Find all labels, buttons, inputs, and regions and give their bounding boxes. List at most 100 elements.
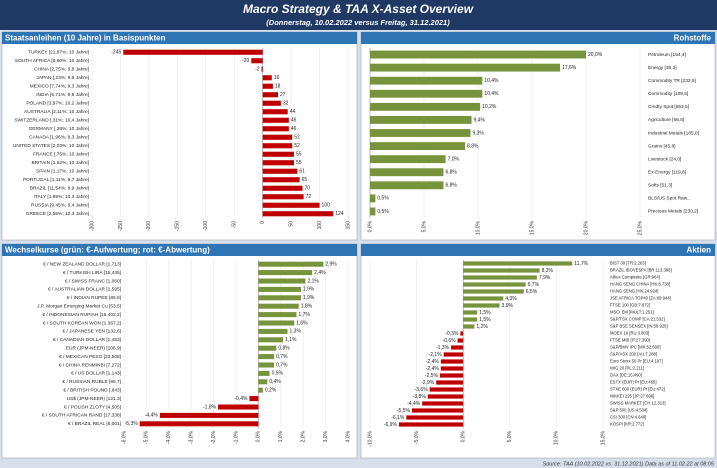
bar	[398, 422, 464, 427]
value-label: 1,6%	[296, 320, 308, 326]
category-label: INDIA [6,71%; 9,9 Jahre]	[36, 92, 89, 98]
footer: Source: TAA (10.02.2022 vs. 31.12.2021) …	[543, 461, 715, 467]
value-label: -1,8%	[203, 404, 217, 410]
value-label: -6,1%	[391, 415, 405, 421]
category-label: AUSTRALIA [2,11%; 10 Jahre]	[24, 109, 89, 115]
value-label: 44	[290, 109, 296, 115]
bar	[258, 345, 277, 351]
category-label: € / TURKISH LIRA [15,445]	[63, 270, 121, 276]
value-label: 0,5%	[377, 196, 389, 202]
bar	[258, 370, 270, 376]
value-label: 16	[274, 75, 280, 81]
category-label: € / SWISS FRANC [1,060]	[65, 278, 121, 284]
bar	[460, 331, 464, 336]
category-label: FRANCE [,75%; 10 Jahre]	[33, 152, 89, 158]
value-label: 1,7%	[298, 312, 310, 318]
category-label: Commodity [109,5]	[648, 91, 688, 97]
category-label: J.P. Morgan Emerging Market Cu [53,5]	[37, 303, 121, 309]
category-label: HANG SENG [HK:24.924]	[610, 289, 658, 294]
bar	[451, 345, 464, 350]
bar	[262, 143, 293, 149]
category-label: SPAIN [1,17%; 10 Jahre]	[36, 169, 89, 175]
category-label: € / CHINA RENMINBI [7,272]	[59, 362, 121, 368]
category-label: STXE 600 (EUR) Pr [EU:472]	[610, 387, 665, 392]
bar	[463, 310, 478, 315]
category-label: € / INDIAN RUPEE [85,8]	[67, 295, 121, 301]
value-label: 0,5%	[272, 371, 284, 377]
bar	[370, 129, 471, 137]
value-label: 7,9%	[539, 275, 551, 281]
x-tick-label: 20,0%	[583, 220, 589, 235]
category-label: € / MEXICAN PESO [23,508]	[59, 354, 121, 360]
x-tick-label: 0,0%	[256, 430, 262, 442]
value-label: 27	[280, 92, 286, 98]
bar	[370, 155, 446, 164]
x-tick-label: 0	[260, 221, 266, 224]
value-label: 0,8%	[278, 346, 290, 352]
value-label: -2	[255, 67, 260, 73]
bar	[463, 289, 524, 294]
category-label: € / JAPANESE YEN [132,6]	[63, 329, 121, 335]
bar	[463, 303, 500, 308]
x-tick-label: -200	[146, 221, 152, 231]
x-tick-label: -5,0%	[144, 430, 150, 444]
x-tick-label: 25,0%	[637, 220, 643, 235]
category-label: MEXICO [7,74%; 9,3 Jahre]	[30, 84, 89, 90]
bar	[262, 185, 303, 191]
x-tick-label: -300	[89, 221, 95, 231]
category-label: CSI 300 [CN:4.640]	[610, 415, 646, 420]
value-label: -4,4%	[145, 413, 159, 419]
bar	[258, 295, 301, 301]
bar	[262, 75, 272, 81]
value-label: 124	[335, 211, 344, 217]
category-label: SWITZERLAND [,31%; 10,4 Jahre]	[14, 118, 89, 124]
bar	[370, 116, 472, 124]
bar	[262, 177, 300, 183]
bar	[370, 168, 444, 177]
x-tick-label: 5,0%	[421, 220, 427, 232]
panel-title: Aktien	[687, 246, 712, 255]
value-label: 2,1%	[307, 278, 319, 284]
x-tick-label: -2,0%	[211, 430, 217, 444]
category-label: Livestock [24,0]	[648, 156, 681, 162]
value-label: 6,8%	[445, 170, 457, 176]
value-label: -20	[242, 58, 249, 64]
bar	[370, 181, 444, 190]
value-label: 0,5%	[377, 209, 389, 215]
page-subtitle: (Donnerstag, 10.02.2022 versus Freitag, …	[266, 18, 450, 27]
category-label: € / POLISH ZLOTY [4,505]	[64, 404, 121, 410]
bar	[262, 134, 293, 140]
category-label: CHINA [2,75%; 9,8 Jahre]	[34, 67, 89, 73]
x-tick-label: -10,0%	[367, 430, 373, 446]
category-label: BRAZIL [11,54%; 8,9 Jahre]	[30, 186, 89, 192]
value-label: 3,9%	[502, 303, 514, 309]
value-label: -0,4%	[234, 396, 248, 402]
value-label: 72	[306, 194, 312, 200]
category-label: JSE AFRICA TOP40 [ZA:69.944]	[610, 296, 671, 301]
bar	[411, 408, 464, 413]
category-label: FTSE 100 [GB:7.672]	[610, 303, 650, 308]
x-tick-label: 0,0%	[461, 430, 467, 442]
bar	[262, 202, 320, 208]
bar	[258, 320, 295, 326]
value-label: 1,1%	[285, 337, 297, 343]
bar	[258, 261, 324, 267]
bar	[370, 89, 483, 98]
x-tick-label: -6,0%	[121, 430, 127, 444]
x-tick-label: 0,0%	[367, 220, 373, 232]
value-label: 0,2%	[265, 388, 277, 394]
category-label: S&P BSE SENSEX [IN:58.926]	[610, 324, 668, 329]
bar	[261, 66, 263, 72]
value-label: 55	[296, 152, 302, 158]
value-label: -0,6%	[443, 338, 457, 344]
category-label: ESTX (EUR) Pr [EU:465]	[610, 380, 657, 385]
category-label: € / SOUTH AFRICAN RAND [17,338]	[42, 413, 121, 419]
bar	[370, 194, 376, 203]
category-label: Athex Composite [GR:964]	[610, 275, 660, 280]
bar	[370, 50, 586, 59]
value-label: 8,2%	[542, 268, 554, 274]
category-label: RUSSIA [9,45%; 9,4 Jahre]	[31, 203, 89, 209]
value-label: 1,9%	[303, 287, 315, 293]
panel-title-bar	[2, 32, 357, 44]
category-label: GERMANY [,28%; 10 Jahre]	[29, 126, 89, 132]
